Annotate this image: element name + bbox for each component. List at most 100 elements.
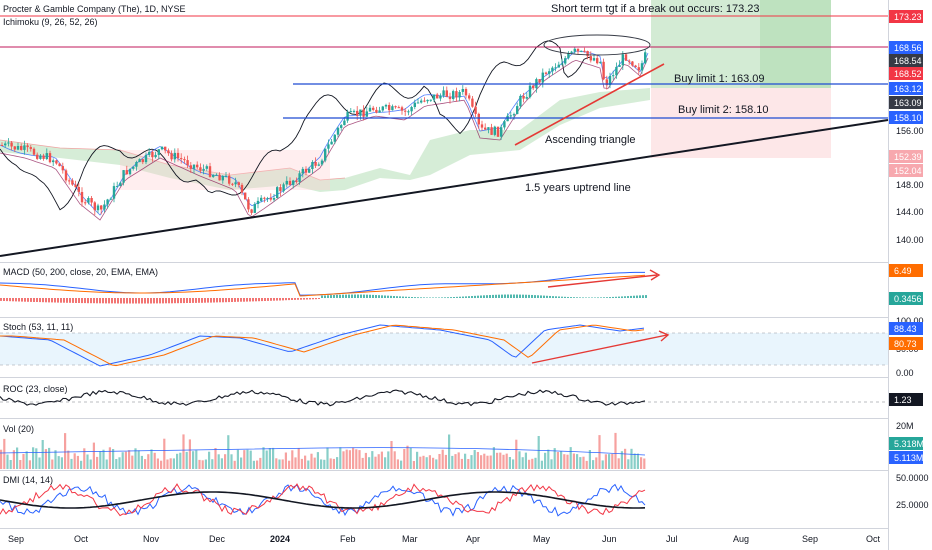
- macd-bar: [366, 294, 368, 298]
- volume-bar: [566, 454, 569, 469]
- top-ellipse: [543, 34, 651, 56]
- macd-bar: [606, 297, 608, 298]
- candle: [151, 151, 154, 158]
- macd-bar: [609, 297, 611, 299]
- candle: [432, 94, 436, 100]
- volume-bar: [51, 459, 54, 469]
- macd-bar: [162, 298, 164, 304]
- macd-bar: [156, 298, 158, 304]
- volume-bar: [67, 450, 70, 469]
- trendlines[interactable]: [0, 34, 889, 364]
- volume-bar: [83, 448, 86, 469]
- macd-bar: [573, 297, 575, 299]
- volume-bar: [150, 449, 153, 469]
- volume-bar: [96, 456, 99, 469]
- candle: [285, 180, 288, 185]
- volume-bar: [70, 458, 73, 469]
- svg-text:6.49: 6.49: [894, 266, 912, 276]
- candle: [583, 50, 586, 52]
- volume-bar: [435, 459, 438, 469]
- volume-bar: [192, 451, 195, 469]
- candle: [45, 153, 48, 159]
- x-tick: Aug: [733, 534, 749, 544]
- price-tick: 156.00: [896, 126, 924, 136]
- macd-bar: [591, 297, 593, 298]
- volume-bar: [460, 458, 463, 469]
- volume-bar: [438, 454, 441, 469]
- volume-bar: [118, 457, 121, 469]
- badge-vol-1: 5.318M: [889, 437, 924, 450]
- candle: [448, 96, 452, 99]
- x-tick: 2024: [270, 534, 290, 544]
- candle: [455, 91, 458, 98]
- volume-bar: [332, 458, 335, 469]
- candle: [602, 61, 605, 80]
- volume-bar: [457, 452, 460, 469]
- volume-bar: [256, 460, 259, 469]
- candle: [80, 192, 84, 203]
- candle: [135, 162, 138, 167]
- volume-bar: [556, 452, 559, 469]
- candle: [112, 186, 116, 199]
- macd-bar: [549, 295, 551, 298]
- candle: [375, 109, 378, 113]
- macd-bar: [516, 294, 518, 299]
- x-tick: Dec: [209, 534, 226, 544]
- macd-bar: [360, 294, 362, 298]
- volume-bar: [291, 450, 294, 469]
- macd-bar: [78, 298, 80, 303]
- badge-168-52: 168.52: [889, 67, 923, 80]
- macd-bar: [513, 294, 515, 299]
- stoch-tick: 100.00: [896, 316, 924, 326]
- macd-bar: [135, 298, 137, 304]
- candle: [132, 166, 135, 169]
- macd-bar: [225, 298, 227, 303]
- candle: [36, 154, 39, 159]
- macd-bar: [297, 298, 299, 300]
- price-tick: 144.00: [896, 207, 924, 217]
- volume-bar: [425, 457, 428, 469]
- volume-bar: [387, 451, 390, 469]
- candle: [183, 159, 186, 161]
- volume-bar: [576, 454, 579, 469]
- triangle-annotation: Ascending triangle: [545, 134, 636, 146]
- volume-bar: [451, 455, 454, 469]
- candle: [317, 164, 320, 166]
- candle: [256, 200, 260, 204]
- macd-bar: [69, 298, 71, 303]
- volume-bar: [64, 433, 67, 469]
- macd-bar: [387, 295, 389, 298]
- volume-bar: [412, 461, 415, 469]
- stoch-tick: 0.00: [896, 368, 914, 378]
- macd-bar: [501, 294, 503, 299]
- candle: [512, 114, 516, 116]
- candle: [480, 124, 484, 128]
- volume-bar: [524, 452, 527, 469]
- volume-bar: [624, 448, 627, 469]
- badge-macd-hist: 0.3456: [889, 292, 923, 305]
- macd-bar: [165, 298, 167, 304]
- macd-bar: [339, 294, 341, 299]
- macd-bar: [483, 295, 485, 299]
- candle: [250, 209, 253, 213]
- candle: [192, 164, 196, 169]
- macd-bar: [243, 298, 245, 302]
- macd-bar: [6, 298, 8, 302]
- candle: [474, 106, 477, 114]
- candle: [32, 148, 36, 155]
- macd-bar: [459, 296, 461, 299]
- candle: [333, 134, 336, 142]
- volume-bar: [201, 460, 204, 469]
- macd-bar: [204, 298, 206, 303]
- macd-bar: [588, 297, 590, 298]
- macd-bar: [390, 295, 392, 299]
- candle: [612, 75, 615, 77]
- macd-bar: [171, 298, 173, 304]
- volume-bar: [262, 447, 265, 469]
- ichimoku-label: Ichimoku (9, 26, 52, 26): [3, 17, 98, 27]
- macd-bar: [66, 298, 68, 303]
- volume-bar: [179, 452, 182, 469]
- macd-bar: [489, 295, 491, 299]
- candle: [180, 158, 183, 160]
